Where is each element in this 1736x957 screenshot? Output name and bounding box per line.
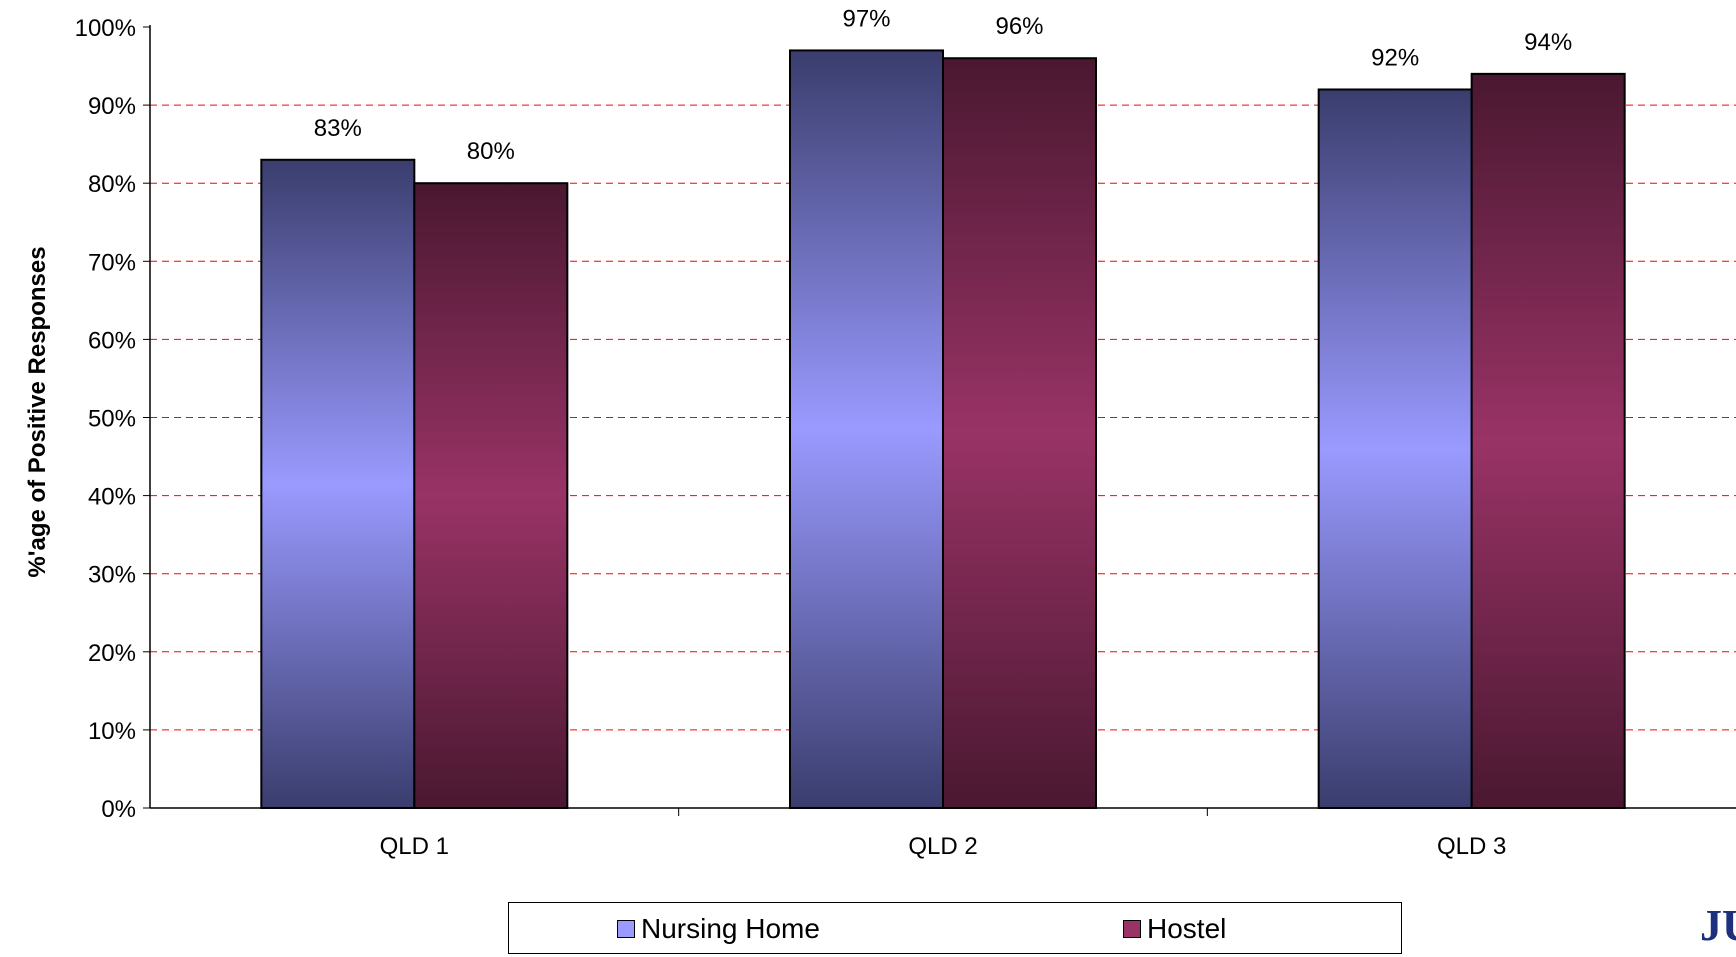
x-tick-label: QLD 1 — [380, 833, 449, 860]
data-label-nursing-home-2: 97% — [842, 5, 890, 32]
y-tick-label: 70% — [88, 249, 136, 276]
y-tick-label: 20% — [88, 640, 136, 667]
bar-hostel-3 — [1472, 74, 1625, 808]
x-tick-label: QLD 3 — [1437, 833, 1506, 860]
y-tick-label: 10% — [88, 718, 136, 745]
bar-nursing-home-1 — [261, 160, 414, 808]
legend-label-hostel: Hostel — [1147, 913, 1226, 945]
legend-swatch-nursing-home — [617, 920, 635, 938]
bar-nursing-home-3 — [1319, 89, 1472, 808]
university-logo: JU — [1700, 900, 1736, 957]
y-tick-label: 90% — [88, 93, 136, 120]
y-tick-label: 100% — [75, 15, 136, 42]
legend-item-hostel: Hostel — [1123, 913, 1226, 945]
y-tick-label: 40% — [88, 484, 136, 511]
bar-nursing-home-2 — [790, 50, 943, 808]
y-tick-label: 30% — [88, 562, 136, 589]
logo-mark: JU — [1700, 900, 1736, 952]
legend-swatch-hostel — [1123, 920, 1141, 938]
y-tick-label: 80% — [88, 171, 136, 198]
data-label-hostel-2: 96% — [995, 13, 1043, 40]
bar-chart: 0% 10% 20% 30% 40% 50% 60% 70% 80% 90% 100% QLD 1 83… — [0, 0, 1736, 900]
bar-hostel-2 — [943, 58, 1096, 808]
legend-label-nursing-home: Nursing Home — [641, 913, 820, 945]
y-tick-label: 50% — [88, 406, 136, 433]
data-label-hostel-3: 94% — [1524, 29, 1572, 56]
y-tick-label: 60% — [88, 327, 136, 354]
legend-item-nursing-home: Nursing Home — [617, 913, 820, 945]
data-label-nursing-home-3: 92% — [1371, 44, 1419, 71]
x-tick-label: QLD 2 — [908, 833, 977, 860]
data-label-hostel-1: 80% — [467, 138, 515, 165]
data-label-nursing-home-1: 83% — [314, 115, 362, 142]
y-tick-label: 0% — [101, 796, 136, 823]
chart-legend: Nursing Home Hostel — [508, 902, 1402, 954]
bar-hostel-1 — [414, 183, 567, 808]
y-axis-title: %'age of Positive Responses — [24, 246, 51, 577]
